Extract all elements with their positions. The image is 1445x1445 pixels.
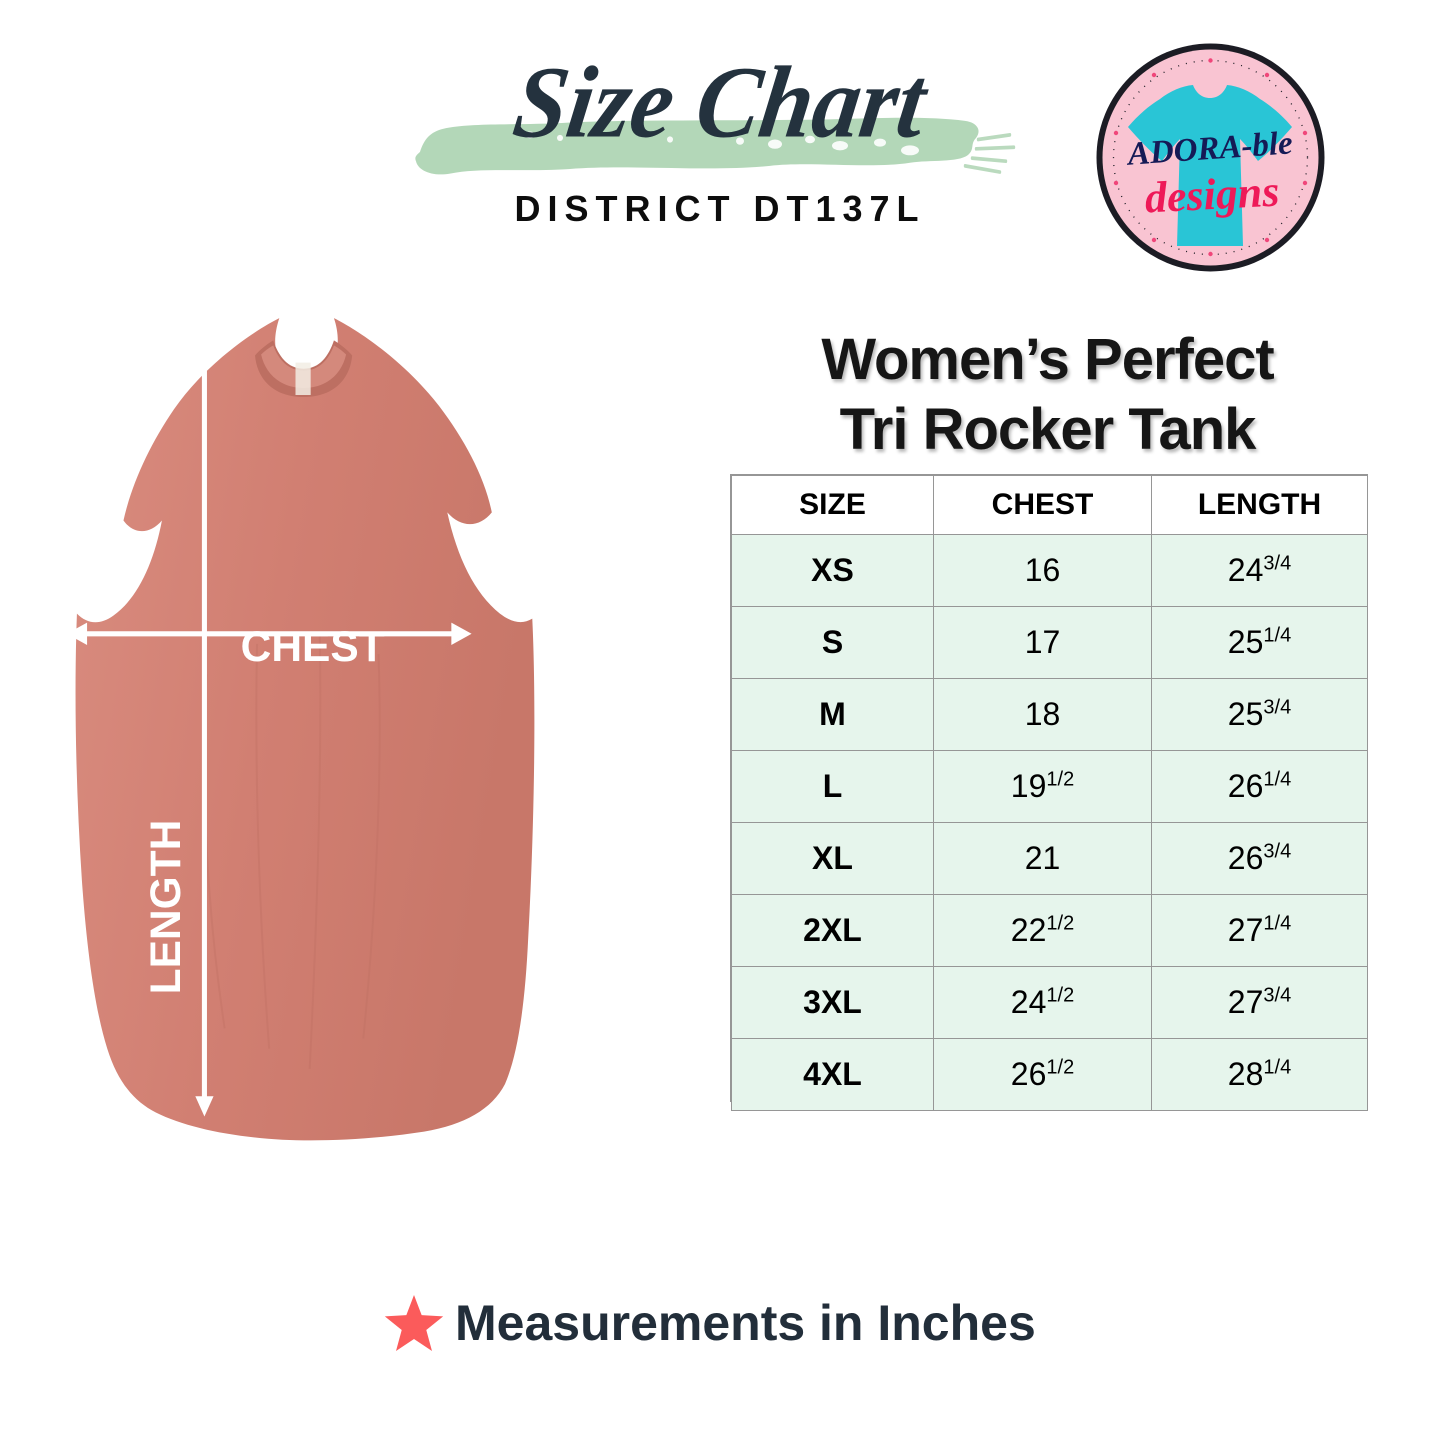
svg-text:designs: designs [1144,167,1281,223]
svg-text:CHEST: CHEST [241,624,385,671]
svg-text:LENGTH: LENGTH [143,820,190,995]
